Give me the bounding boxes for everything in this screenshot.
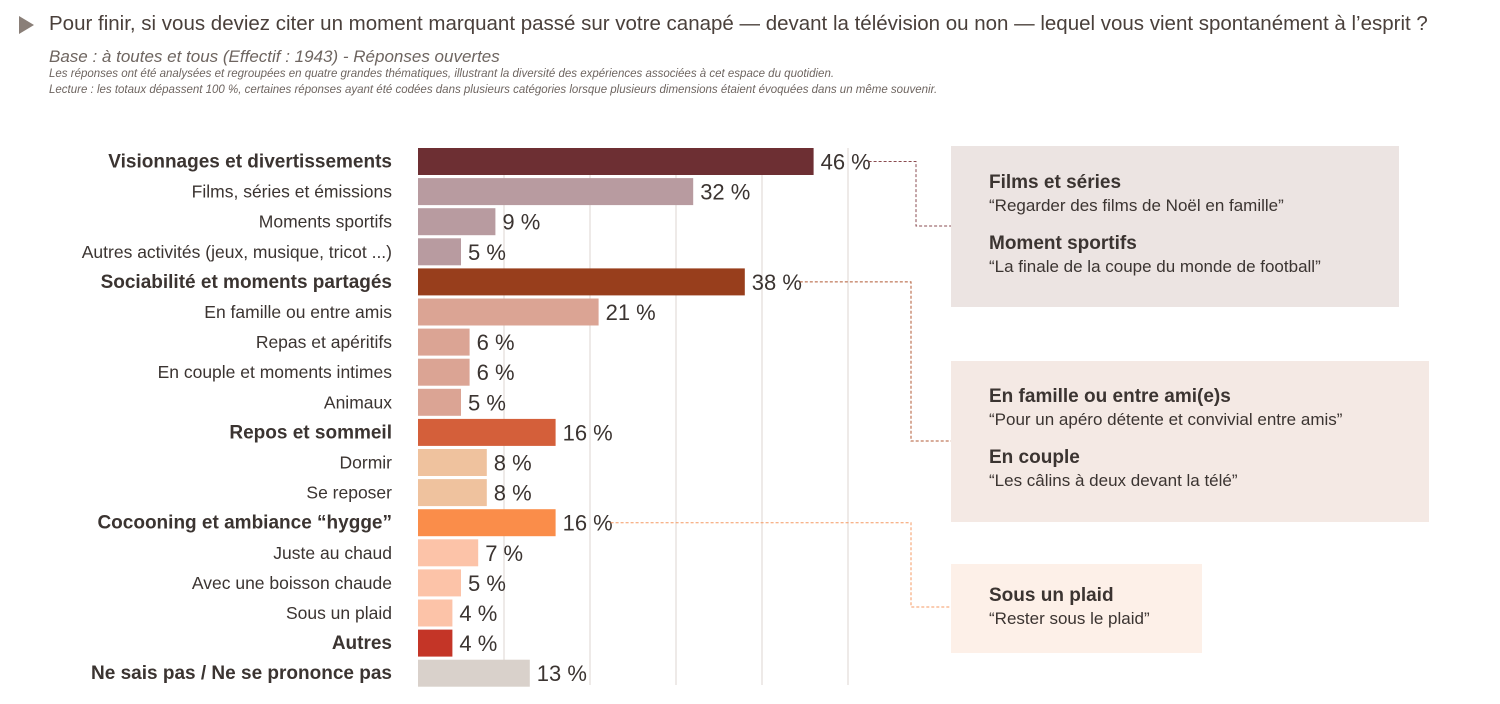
callout-quote: “La finale de la coupe du monde de footb… bbox=[989, 257, 1321, 276]
callout-quote: “Pour un apéro détente et convivial entr… bbox=[989, 410, 1343, 429]
category-label: Cocooning et ambiance “hygge” bbox=[97, 513, 392, 534]
bar bbox=[418, 599, 453, 627]
bar bbox=[418, 539, 479, 567]
value-label: 4 % bbox=[459, 631, 497, 656]
category-label: Films, séries et émissions bbox=[192, 182, 393, 202]
reading-note: Lecture : les totaux dépassent 100 %, ce… bbox=[49, 84, 938, 96]
value-label: 16 % bbox=[563, 511, 613, 536]
category-label: Dormir bbox=[340, 453, 393, 473]
category-label: En famille ou entre amis bbox=[204, 302, 392, 322]
callout-quote: “Les câlins à deux devant la télé” bbox=[989, 471, 1238, 490]
bar bbox=[418, 418, 556, 446]
value-label: 4 % bbox=[459, 601, 497, 626]
value-label: 46 % bbox=[821, 150, 871, 175]
bar bbox=[418, 298, 599, 326]
bar bbox=[418, 178, 694, 206]
callout-heading: Films et séries bbox=[989, 172, 1122, 193]
category-label: Moments sportifs bbox=[259, 212, 392, 232]
callout-heading: En couple bbox=[989, 447, 1080, 468]
bar bbox=[418, 268, 745, 296]
value-label: 32 % bbox=[700, 180, 750, 205]
bar bbox=[418, 388, 461, 416]
callout-heading: Sous un plaid bbox=[989, 585, 1114, 606]
category-label: Repos et sommeil bbox=[229, 422, 392, 443]
bar bbox=[418, 148, 814, 175]
category-label: Ne sais pas / Ne se prononce pas bbox=[91, 663, 392, 684]
callout-viewing: Films et séries “Regarder des films de N… bbox=[951, 146, 1399, 307]
header-arrow-icon bbox=[19, 16, 34, 34]
question-title: Pour finir, si vous deviez citer un mome… bbox=[49, 12, 1428, 35]
value-label: 38 % bbox=[752, 270, 802, 295]
category-label: En couple et moments intimes bbox=[158, 362, 393, 382]
category-label: Autres bbox=[332, 633, 392, 654]
bar bbox=[418, 238, 461, 266]
category-label: Sous un plaid bbox=[286, 603, 392, 623]
category-label: Repas et apéritifs bbox=[256, 332, 392, 352]
method-note: Les réponses ont été analysées et regrou… bbox=[49, 68, 835, 80]
bar bbox=[418, 479, 487, 507]
category-label: Animaux bbox=[324, 392, 392, 412]
bar bbox=[418, 659, 530, 687]
connector-line bbox=[610, 522, 951, 608]
value-label: 8 % bbox=[494, 451, 532, 476]
value-label: 8 % bbox=[494, 481, 532, 506]
bar bbox=[418, 358, 470, 386]
category-label: Se reposer bbox=[306, 483, 392, 503]
connector-line bbox=[799, 281, 951, 442]
connector-line bbox=[868, 161, 951, 227]
sample-base: Base : à toutes et tous (Effectif : 1943… bbox=[49, 47, 500, 66]
callout-heading: Moment sportifs bbox=[989, 233, 1137, 254]
category-label: Visionnages et divertissements bbox=[108, 152, 392, 173]
value-label: 9 % bbox=[502, 210, 540, 235]
value-label: 5 % bbox=[468, 571, 506, 596]
callout-cocooning: Sous un plaid “Rester sous le plaid” bbox=[951, 564, 1202, 653]
bar bbox=[418, 569, 461, 597]
value-label: 16 % bbox=[563, 420, 613, 445]
category-label: Sociabilité et moments partagés bbox=[101, 272, 392, 293]
value-label: 6 % bbox=[477, 330, 515, 355]
value-label: 5 % bbox=[468, 390, 506, 415]
category-label: Autres activités (jeux, musique, tricot … bbox=[82, 242, 392, 262]
bar bbox=[418, 449, 487, 476]
callout-quote: “Rester sous le plaid” bbox=[989, 609, 1150, 628]
value-label: 5 % bbox=[468, 240, 506, 265]
bar bbox=[418, 328, 470, 356]
value-label: 6 % bbox=[477, 360, 515, 385]
bar bbox=[418, 509, 556, 537]
category-label: Juste au chaud bbox=[273, 543, 392, 563]
value-label: 21 % bbox=[606, 300, 656, 325]
callout-quote: “Regarder des films de Noël en famille” bbox=[989, 196, 1284, 215]
value-label: 13 % bbox=[537, 661, 587, 686]
bar bbox=[418, 208, 496, 236]
callout-heading: En famille ou entre ami(e)s bbox=[989, 386, 1231, 407]
value-label: 7 % bbox=[485, 541, 523, 566]
callout-sociability: En famille ou entre ami(e)s “Pour un apé… bbox=[951, 361, 1429, 522]
bar bbox=[418, 629, 453, 657]
category-label: Avec une boisson chaude bbox=[192, 573, 392, 593]
